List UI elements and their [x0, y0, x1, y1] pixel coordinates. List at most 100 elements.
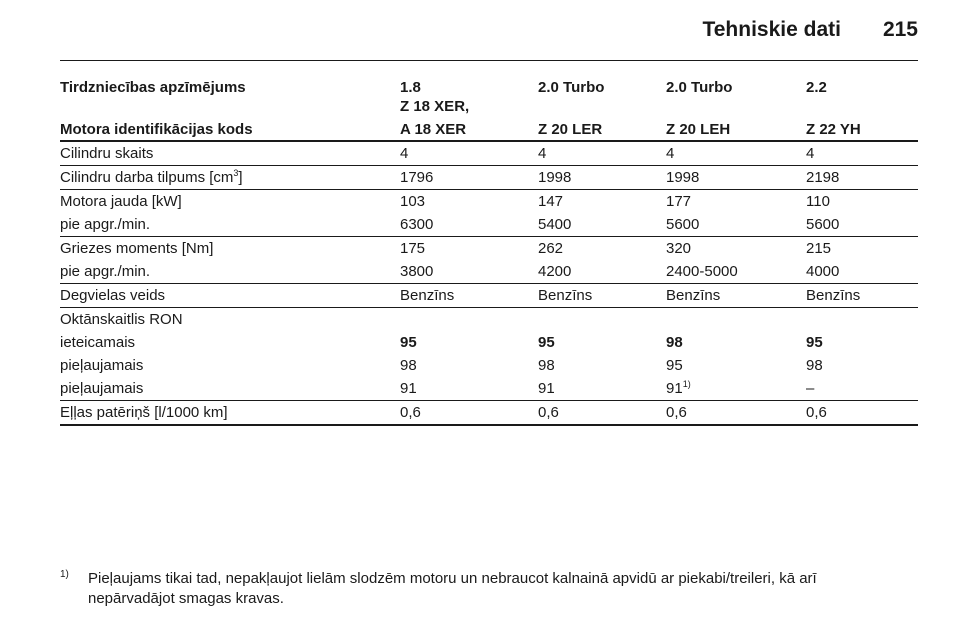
table-row: Griezes moments [Nm] 175 262 320 215 [60, 237, 918, 260]
cell-text: Cilindru darba tilpums [cm [60, 169, 234, 186]
row-label: Motora identifikācijas kods [60, 121, 253, 138]
cell-value: 2400-5000 [666, 263, 738, 280]
cell-value: 4 [538, 145, 547, 162]
cell-value: 4000 [806, 263, 840, 280]
row-label: Oktānskaitlis RON [60, 311, 183, 328]
superscript: 1) [682, 379, 691, 389]
cell-value: 911) [666, 377, 691, 400]
row-label: Tirdzniecības apzīmējums [60, 79, 246, 96]
cell-value: 5600 [666, 216, 700, 233]
cell-value: Benzīns [538, 287, 593, 304]
cell-value: Z 22 YH [806, 121, 861, 138]
section-title: Tehniskie dati [702, 18, 841, 41]
engine-code-note: Z 18 XER, [400, 98, 470, 115]
cell-value: – [806, 380, 815, 397]
table-row: Eļļas patēriņš [l/1000 km] 0,6 0,6 0,6 0,6 [60, 401, 918, 424]
cell-value: Z 20 LEH [666, 121, 731, 138]
footnote-line: nepārvadājot smagas kravas. [88, 590, 284, 607]
row-label: pieļaujamais [60, 380, 144, 397]
cell-value: 215 [806, 240, 832, 257]
cell-value: 6300 [400, 216, 434, 233]
cell-value: 2.2 [806, 79, 827, 96]
cell-value: 95 [806, 334, 823, 351]
cell-value: 5600 [806, 216, 840, 233]
cell-value: 2198 [806, 169, 840, 186]
cell-value: 175 [400, 240, 426, 257]
table-row: pieļaujamais 98 98 95 98 [60, 354, 918, 377]
cell-value: 98 [806, 357, 823, 374]
table-row: Motora jauda [kW] 103 147 177 110 [60, 190, 918, 213]
cell-value: 95 [400, 334, 417, 351]
row-label: pie apgr./min. [60, 216, 151, 233]
cell-value: 0,6 [400, 404, 421, 421]
cell-value: 98 [538, 357, 555, 374]
row-group: Motora jauda [kW] 103 147 177 110 pie apgr./m… [60, 190, 918, 237]
cell-value: 1.8 [400, 79, 421, 96]
footnote-mark: 1) [60, 569, 69, 580]
table-head: Tirdzniecības apzīmējums 1.8 2.0 Turbo 2.0 … [60, 76, 918, 142]
cell-value: 177 [666, 193, 692, 210]
cell-value: 4200 [538, 263, 572, 280]
table-row: ieteicamais 95 95 98 95 [60, 331, 918, 354]
cell-value: 4 [806, 145, 815, 162]
row-label: pie apgr./min. [60, 263, 151, 280]
table-row: pie apgr./min. 6300 5400 5600 5600 [60, 213, 918, 236]
head-row: Z 18 XER, [60, 95, 918, 118]
row-group: Cilindru skaits 4 4 4 4 [60, 142, 918, 166]
cell-value: 1796 [400, 169, 434, 186]
cell-value: 0,6 [666, 404, 687, 421]
row-label: ieteicamais [60, 334, 136, 351]
cell-value: 147 [538, 193, 564, 210]
table-row: Degvielas veids Benzīns Benzīns Benzīns Benz… [60, 284, 918, 307]
page-number: 215 [882, 18, 918, 41]
table-row: pieļaujamais 91 91 911) – [60, 377, 918, 400]
row-group: Griezes moments [Nm] 175 262 320 215 pie apgr… [60, 237, 918, 284]
table-row: Oktānskaitlis RON [60, 308, 918, 331]
cell-text: 91 [666, 380, 683, 397]
cell-value: Benzīns [400, 287, 455, 304]
row-group: Eļļas patēriņš [l/1000 km] 0,6 0,6 0,6 0,6 [60, 401, 918, 426]
cell-value: 1998 [666, 169, 700, 186]
cell-value: 95 [538, 334, 555, 351]
cell-value: 4 [666, 145, 675, 162]
cell-value: 91 [400, 380, 417, 397]
cell-value: A 18 XER [400, 121, 467, 138]
cell-text: ] [238, 169, 243, 186]
head-row: Motora identifikācijas kods A 18 XER Z 20 … [60, 118, 918, 141]
cell-value: 91 [538, 380, 555, 397]
superscript: 3 [233, 168, 239, 178]
page-header: Tehniskie dati 215 [702, 18, 918, 42]
cell-value: 103 [400, 193, 426, 210]
row-label: Motora jauda [kW] [60, 193, 182, 210]
cell-value: 0,6 [806, 404, 827, 421]
row-label: Eļļas patēriņš [l/1000 km] [60, 404, 228, 421]
table-row: Cilindru darba tilpums [cm3] 1796 1998 1998… [60, 166, 918, 189]
cell-value: 320 [666, 240, 692, 257]
cell-value: 98 [400, 357, 417, 374]
cell-value: Benzīns [806, 287, 861, 304]
row-label: Degvielas veids [60, 287, 166, 304]
cell-value: 95 [666, 357, 683, 374]
spec-table: Tirdzniecības apzīmējums 1.8 2.0 Turbo 2.0 … [60, 76, 918, 426]
table-row: Cilindru skaits 4 4 4 4 [60, 142, 918, 165]
row-label: Griezes moments [Nm] [60, 240, 214, 257]
footnote-line: Pieļaujams tikai tad, nepakļaujot lielām… [88, 570, 817, 587]
row-group: Degvielas veids Benzīns Benzīns Benzīns Benz… [60, 284, 918, 308]
cell-value: 1998 [538, 169, 572, 186]
cell-value: 3800 [400, 263, 434, 280]
row-label: pieļaujamais [60, 357, 144, 374]
row-label: Cilindru darba tilpums [cm3] [60, 166, 243, 189]
head-row: Tirdzniecības apzīmējums 1.8 2.0 Turbo 2.0 … [60, 76, 918, 99]
row-group: Cilindru darba tilpums [cm3] 1796 1998 1998… [60, 166, 918, 190]
cell-value: 262 [538, 240, 564, 257]
cell-value: Z 20 LER [538, 121, 603, 138]
table-row: pie apgr./min. 3800 4200 2400-5000 4000 [60, 260, 918, 283]
cell-value: 98 [666, 334, 683, 351]
cell-value: 110 [806, 193, 830, 210]
row-group: Oktānskaitlis RON ieteicamais 95 95 98 95 pieļ… [60, 308, 918, 401]
row-label: Cilindru skaits [60, 145, 154, 162]
cell-value: Benzīns [666, 287, 721, 304]
cell-value: 4 [400, 145, 409, 162]
